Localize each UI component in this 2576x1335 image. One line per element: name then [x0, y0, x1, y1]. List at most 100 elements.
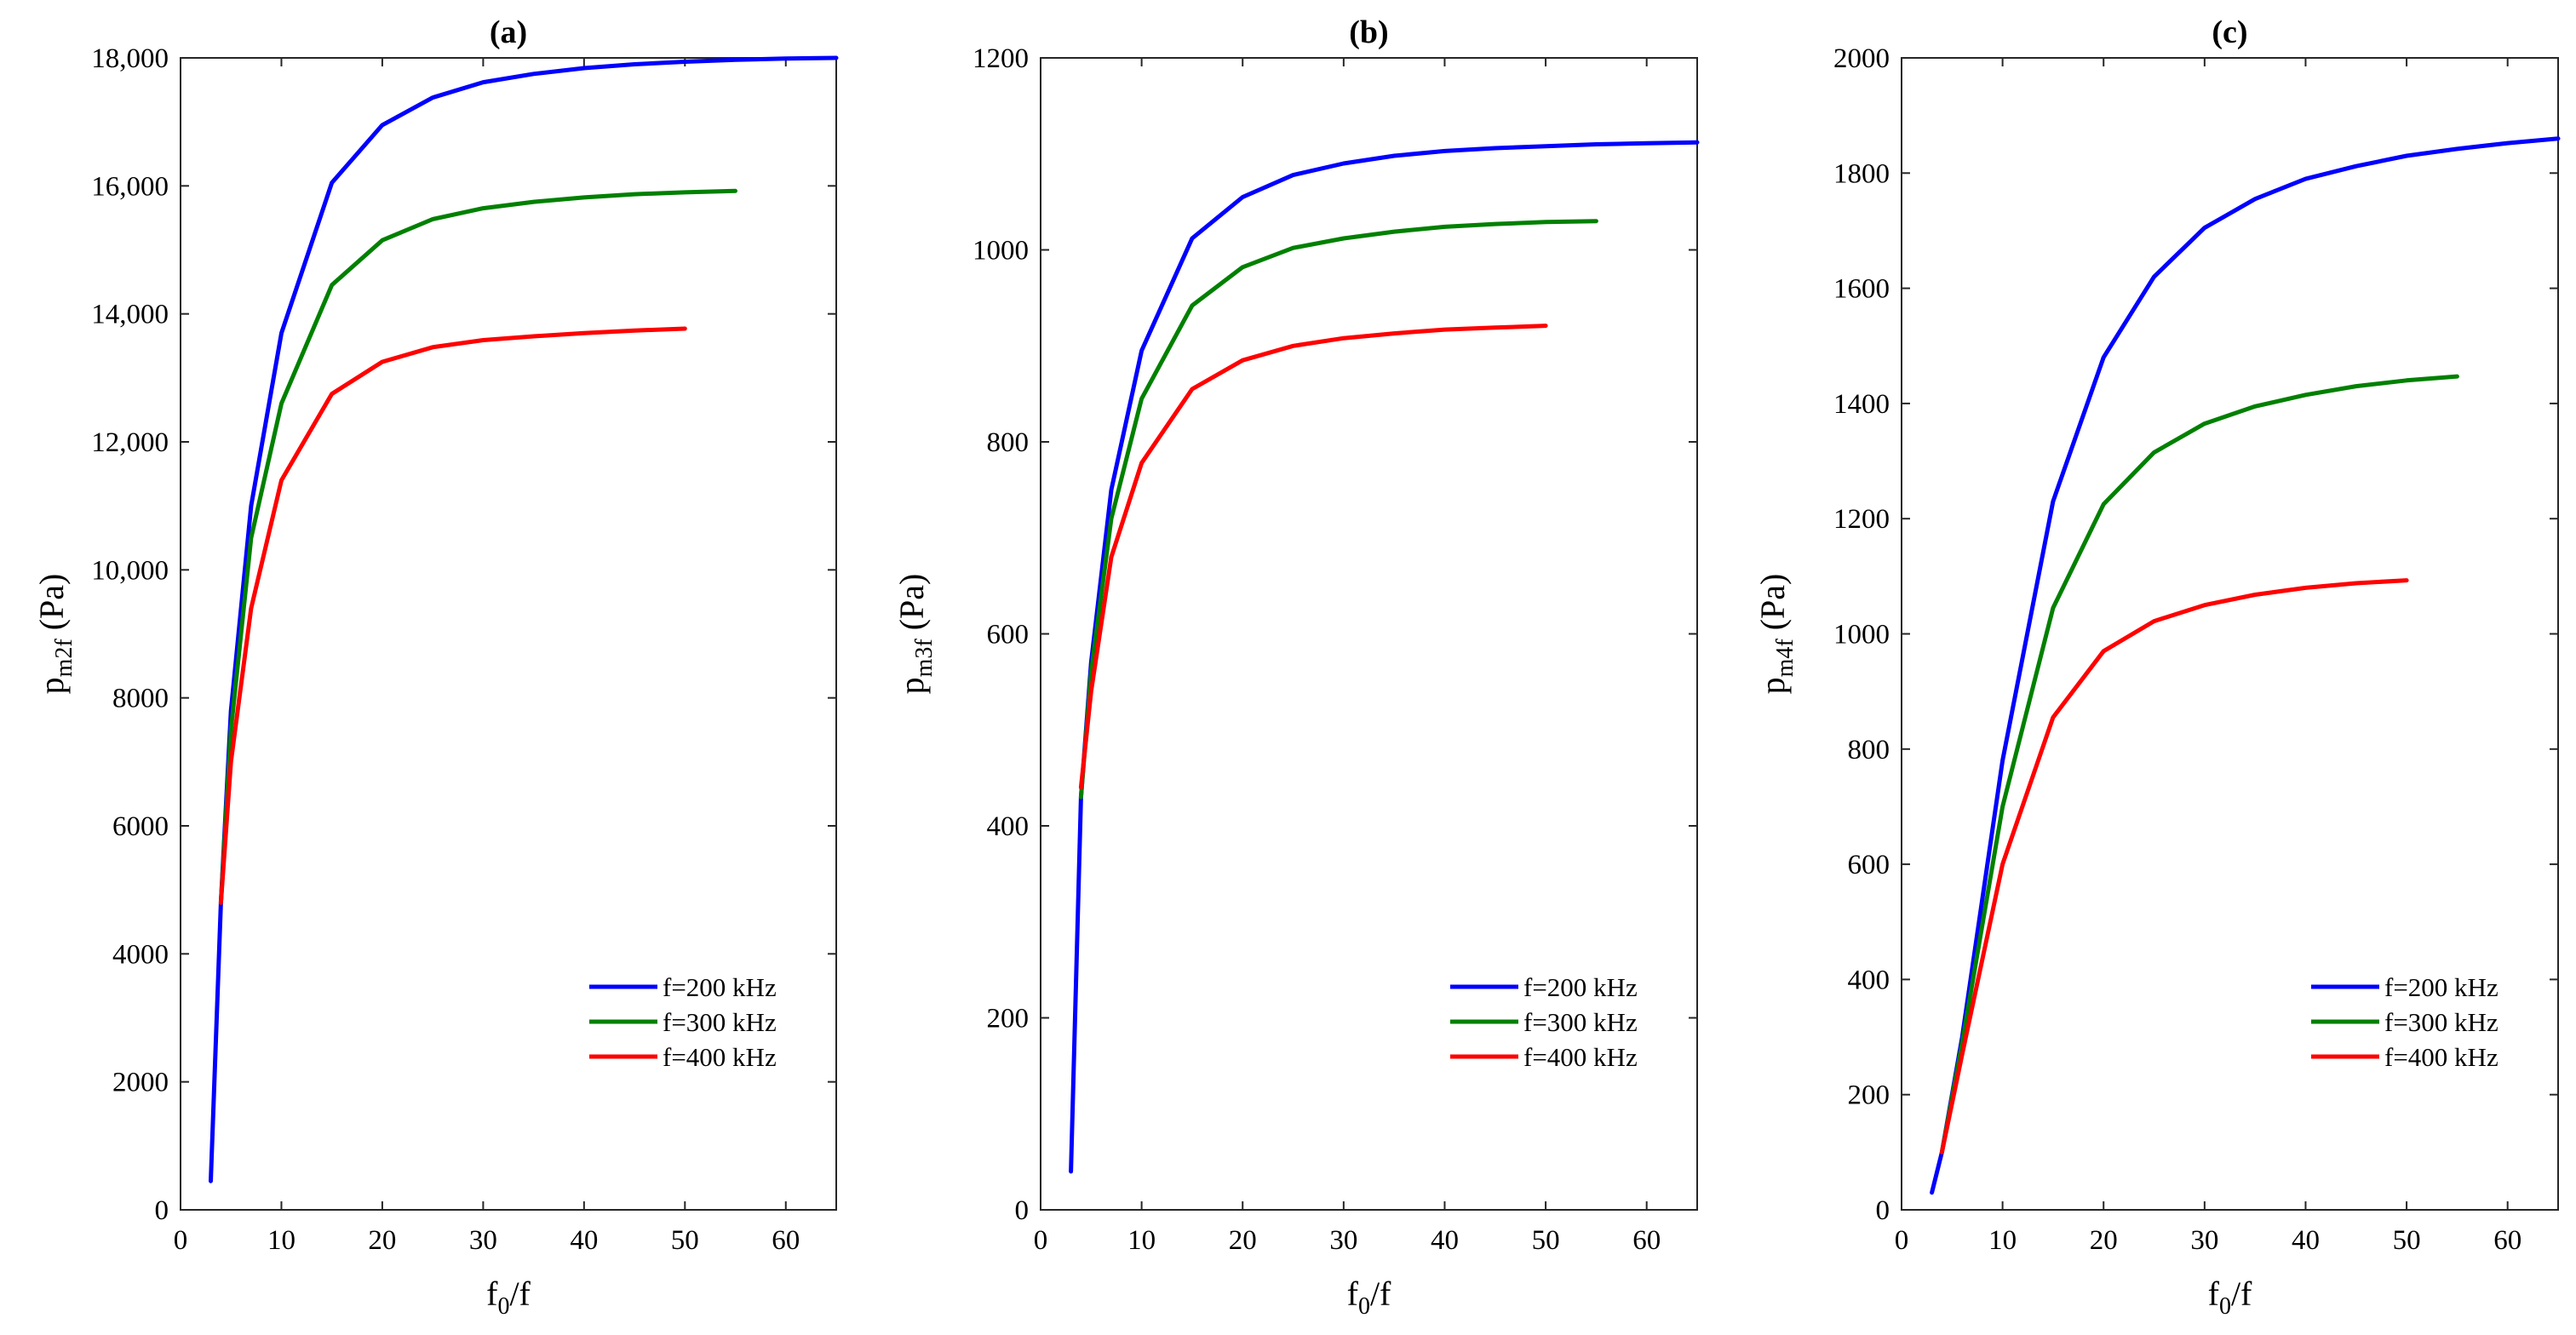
panel-b-xlabel-sub: 0 [1358, 1293, 1370, 1320]
panel-b-ylabel-sub: m3f [911, 639, 938, 678]
panel-c-series-line-1 [1930, 136, 2561, 1195]
panel-a-ytick-label: 16,000 [91, 171, 169, 202]
panel-a-xtick-label: 10 [267, 1225, 295, 1256]
panel-a-series-line-1 [209, 55, 839, 1183]
panel-a-xlabel-rest: /f [509, 1275, 531, 1313]
panel-b-ytick-label: 200 [987, 1004, 1030, 1034]
panel-c-xtick-label: 0 [1895, 1225, 1909, 1256]
panel-b-series-line-2 [1078, 219, 1598, 799]
panel-b-ytick-label: 400 [987, 811, 1030, 842]
panel-a-ylabel-rest: (Pa) [32, 574, 71, 639]
panel-b-ytick-label: 600 [987, 620, 1030, 650]
panel-a-ytick-label: 10,000 [91, 555, 169, 586]
panel-a-xtick-label: 30 [469, 1225, 497, 1256]
panel-c-series-line-3 [1939, 578, 2409, 1155]
panel-b-legend-label-3: f=400 kHz [1523, 1042, 1638, 1072]
panel-a-xtick-label: 20 [368, 1225, 396, 1256]
panel-c-series-line-2 [1939, 374, 2459, 1155]
panel-b-title: (b) [1349, 14, 1388, 50]
panel-c-ylabel: pm4f (Pa) [1753, 574, 1799, 695]
panel-a-series-line-3 [218, 326, 687, 905]
panel-b-xtick-label: 0 [1034, 1225, 1048, 1256]
panel-b-series-line-1 [1069, 140, 1700, 1174]
panel-b-xtick-label: 40 [1431, 1225, 1459, 1256]
panel-a-legend-label-3: f=400 kHz [663, 1042, 777, 1072]
panel-c-legend-label-2: f=300 kHz [2384, 1007, 2499, 1037]
panel-c-ytick-label: 800 [1848, 735, 1890, 765]
panel-a-axes-frame [180, 57, 837, 1211]
panel-c-ytick-label: 1400 [1833, 389, 1890, 420]
panel-b-xtick-label: 60 [1632, 1225, 1661, 1256]
panel-a-legend-label-2: f=300 kHz [663, 1007, 777, 1037]
panel-a-ytick-label: 2000 [112, 1068, 169, 1098]
panel-a-title: (a) [490, 14, 527, 50]
panel-c-xtick-label: 20 [2090, 1225, 2118, 1256]
panel-c-ytick-label: 200 [1848, 1080, 1890, 1111]
panel-c-legend-label-1: f=200 kHz [2384, 972, 2499, 1002]
panel-b: 0 10 20 30 40 50 60020040060080010001200(b)f0/… [892, 14, 1700, 1320]
panel-b-ytick-label: 0 [1015, 1195, 1030, 1226]
panel-a-xtick-label: 40 [570, 1225, 598, 1256]
panel-b-xtick-label: 30 [1329, 1225, 1357, 1256]
panel-b-legend-label-1: f=200 kHz [1523, 972, 1638, 1002]
panel-a-ytick-label: 8000 [112, 684, 169, 714]
panel-c-axes-frame [1901, 57, 2559, 1211]
panel-b-legend-label-2: f=300 kHz [1523, 1007, 1638, 1037]
panel-b-xlabel-base: f [1347, 1275, 1359, 1313]
panel-a-ytick-label: 14,000 [91, 300, 169, 330]
panel-c-ytick-label: 1600 [1833, 274, 1890, 305]
panel-a: 0 10 20 30 40 50 60 0 2000 4000 6000 8000 10,000 12,0… [32, 14, 839, 1320]
panel-b-ytick-label: 800 [987, 427, 1030, 458]
panel-c-ytick-label: 1000 [1833, 620, 1890, 650]
panel-c-xtick-label: 50 [2393, 1225, 2421, 1256]
panel-b-series-line-3 [1078, 324, 1548, 790]
panel-c-ytick-label: 400 [1848, 965, 1890, 995]
panel-c-ylabel-rest: (Pa) [1753, 574, 1792, 639]
panel-a-xlabel-base: f [486, 1275, 498, 1313]
panel-c-ytick-label: 0 [1876, 1195, 1890, 1226]
panel-a-ylabel-base: p [32, 677, 71, 694]
panel-c-xlabel-base: f [2208, 1275, 2220, 1313]
panel-a-xtick-label: 0 [174, 1225, 188, 1256]
panel-b-ytick-label: 1000 [972, 236, 1029, 266]
panel-c-ylabel-sub: m4f [1772, 639, 1799, 678]
panel-a-ytick-label: 0 [155, 1195, 169, 1226]
panel-c-xlabel-sub: 0 [2219, 1293, 2231, 1320]
panel-c-legend-label-3: f=400 kHz [2384, 1042, 2499, 1072]
panel-c-ytick-label: 600 [1848, 850, 1890, 880]
panel-c-xtick-label: 10 [1988, 1225, 2017, 1256]
panel-b-xtick-label: 10 [1127, 1225, 1156, 1256]
panel-a-legend-label-1: f=200 kHz [663, 972, 777, 1002]
panel-c-xtick-label: 60 [2493, 1225, 2521, 1256]
panel-c-xlabel-rest: /f [2231, 1275, 2252, 1313]
panel-c: 0 10 20 30 40 50 60020040060080010001200140016… [1753, 14, 2561, 1320]
panel-a-ytick-label: 6000 [112, 811, 169, 842]
panel-a-ytick-label: 4000 [112, 939, 169, 970]
panel-a-xtick-label: 50 [671, 1225, 699, 1256]
panel-c-xtick-label: 40 [2292, 1225, 2320, 1256]
panel-b-ylabel: pm3f (Pa) [892, 574, 938, 695]
panel-b-ytick-label: 1200 [972, 43, 1029, 74]
panel-c-title: (c) [2212, 14, 2247, 50]
panel-b-ylabel-base: p [892, 677, 931, 694]
panel-c-ytick-label: 1800 [1833, 158, 1890, 189]
panel-b-axes-frame [1040, 57, 1698, 1211]
panel-b-xlabel: f0/f [1347, 1275, 1391, 1320]
panel-b-ylabel-rest: (Pa) [892, 574, 931, 639]
panel-b-xtick-label: 20 [1229, 1225, 1257, 1256]
panel-b-xtick-label: 50 [1532, 1225, 1560, 1256]
panel-a-xlabel-sub: 0 [497, 1293, 509, 1320]
panel-a-xlabel: f0/f [486, 1275, 531, 1320]
panel-c-ytick-label: 1200 [1833, 504, 1890, 535]
panel-a-ylabel: pm2f (Pa) [32, 574, 77, 695]
panel-c-xlabel: f0/f [2208, 1275, 2252, 1320]
panel-a-ytick-label: 12,000 [91, 427, 169, 458]
panel-c-ylabel-base: p [1753, 677, 1792, 694]
panel-a-ytick-label: 18,000 [91, 43, 169, 74]
panel-a-series-line-2 [218, 188, 737, 905]
panel-c-xtick-label: 30 [2190, 1225, 2218, 1256]
panel-c-ytick-label: 2000 [1833, 43, 1890, 74]
panel-a-ylabel-sub: m2f [51, 639, 77, 678]
panel-a-xtick-label: 60 [772, 1225, 800, 1256]
